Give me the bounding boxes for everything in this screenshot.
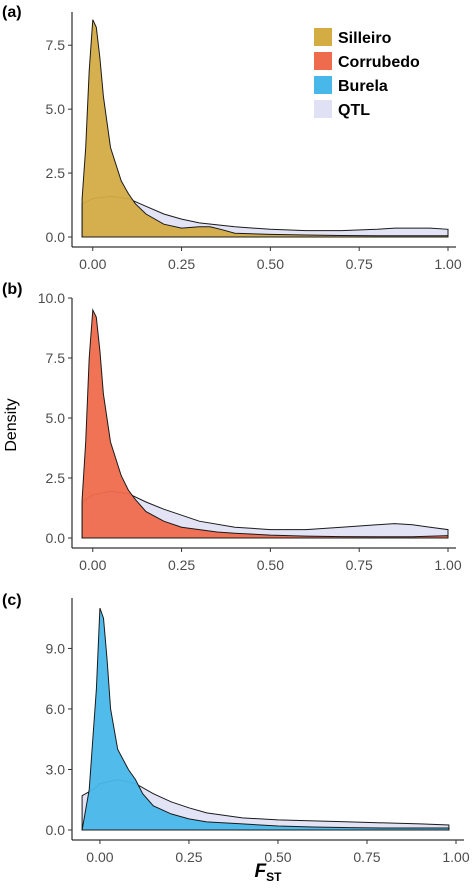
x-tick-label: 0.25 <box>168 256 195 272</box>
y-tick-label: 7.5 <box>46 37 66 53</box>
density-area-corrubedo <box>81 308 449 539</box>
x-tick-label: 0.00 <box>79 256 106 272</box>
y-tick-label: 10.0 <box>38 290 65 306</box>
y-tick-label: 6.0 <box>46 701 66 717</box>
x-tick-label: 0.75 <box>346 256 373 272</box>
legend-label: Corrubedo <box>338 54 420 71</box>
y-tick-label: 3.0 <box>46 761 66 777</box>
y-tick-label: 5.0 <box>46 410 66 426</box>
y-axis-title: Density <box>3 398 20 451</box>
panel-label: (c) <box>2 592 22 609</box>
y-tick-label: 9.0 <box>46 640 66 656</box>
panel-2: 0.0 2.5 5.0 7.5 10.0 0.00 0.25 0.50 0.75 1.00 (b) <box>2 281 462 573</box>
panel-1: 0.0 2.5 5.0 7.5 0.00 0.25 0.50 0.75 1.00 (a) <box>2 4 462 272</box>
legend-label: QTL <box>338 102 370 119</box>
legend-label: Burela <box>338 78 388 95</box>
x-tick-label: 1.00 <box>434 557 461 573</box>
panels: 0.0 2.5 5.0 7.5 0.00 0.25 0.50 0.75 1.00 (a) 0.0 2.… <box>2 4 470 865</box>
y-tick-label: 0.0 <box>46 822 66 838</box>
x-tick-label: 0.25 <box>175 849 202 865</box>
panel-label: (b) <box>2 281 22 298</box>
legend-swatch <box>314 100 332 118</box>
x-axis-title-main: F <box>255 861 268 882</box>
x-tick-label: 0.50 <box>257 256 284 272</box>
y-tick-label: 0.0 <box>46 530 66 546</box>
x-tick-label: 0.75 <box>353 849 380 865</box>
y-tick-label: 2.5 <box>46 165 66 181</box>
x-tick-label: 0.50 <box>257 557 284 573</box>
x-tick-label: 0.50 <box>264 849 291 865</box>
y-tick-label: 7.5 <box>46 350 66 366</box>
density-area-silleiro <box>81 19 449 238</box>
x-tick-label: 1.00 <box>434 256 461 272</box>
legend-swatch <box>314 52 332 70</box>
legend: Silleiro Corrubedo Burela QTL <box>314 28 420 119</box>
x-tick-label: 0.00 <box>79 557 106 573</box>
x-axis-title-subscript: ST <box>266 870 282 884</box>
y-tick-label: 2.5 <box>46 470 66 486</box>
panel-label: (a) <box>2 4 22 21</box>
x-axis-title: FST <box>255 861 283 884</box>
legend-swatch <box>314 28 332 46</box>
x-tick-label: 1.00 <box>442 849 469 865</box>
panel-3: 0.0 3.0 6.0 9.0 0.00 0.25 0.50 0.75 1.00 (c) <box>2 592 470 865</box>
x-tick-label: 0.75 <box>346 557 373 573</box>
y-tick-label: 5.0 <box>46 101 66 117</box>
x-tick-label: 0.25 <box>168 557 195 573</box>
legend-swatch <box>314 76 332 94</box>
legend-label: Silleiro <box>338 30 392 47</box>
y-tick-label: 0.0 <box>46 229 66 245</box>
x-tick-label: 0.00 <box>86 849 113 865</box>
density-area-burela <box>81 607 450 831</box>
